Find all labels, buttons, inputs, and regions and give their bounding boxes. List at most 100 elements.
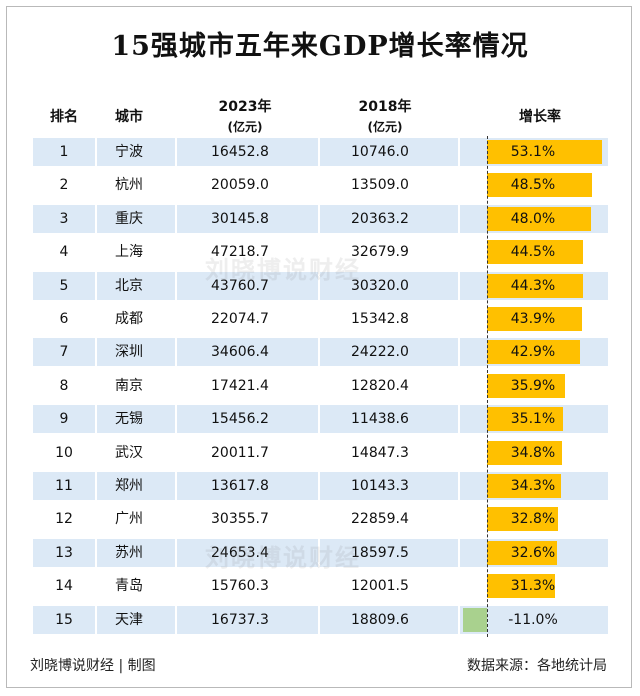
growth-label: 34.8%	[510, 444, 556, 461]
growth-label: 34.3%	[510, 478, 556, 494]
gdp-2023-cell: 20011.7	[211, 444, 269, 461]
header-rank: 排名	[33, 106, 95, 126]
gdp-2023-cell: 22074.7	[211, 311, 269, 327]
rank-cell: 6	[59, 311, 69, 327]
gdp-2023-cell: 43760.7	[211, 277, 269, 294]
footer-credit: 刘晓博说财经 | 制图	[30, 658, 156, 674]
growth-bar	[487, 173, 592, 198]
growth-bar	[487, 474, 562, 498]
watermark-upper: 刘晓博说财经	[205, 256, 361, 284]
column-separator	[458, 238, 460, 267]
growth-bar	[487, 574, 555, 599]
column-separator	[458, 271, 460, 300]
city-cell: 南京	[115, 377, 143, 394]
column-separator	[95, 605, 97, 634]
gdp-2023-cell: 16452.8	[211, 144, 269, 160]
header-city-label: 城市	[115, 109, 143, 125]
growth-label: 48.0%	[510, 210, 556, 227]
growth-label: 53.1%	[510, 144, 556, 160]
table-row: 14 青岛 15760.3 12001.5 31.3%	[33, 572, 608, 601]
gdp-2018-cell: 32679.9	[351, 244, 409, 261]
column-separator	[95, 271, 97, 300]
column-separator	[458, 204, 460, 233]
gdp-2018-cell: 11438.6	[351, 411, 409, 428]
table-row: 4 上海 47218.7 32679.9 44.5%	[33, 238, 608, 267]
column-separator	[175, 572, 177, 601]
rank-cell: 7	[59, 344, 69, 361]
table-row: 3 重庆 30145.8 20363.2 48.0%	[33, 204, 608, 233]
gdp-2018-cell: 24222.0	[351, 344, 409, 361]
rank-cell: 5	[59, 277, 69, 294]
rank-cell: 4	[59, 244, 69, 261]
column-separator	[95, 538, 97, 567]
column-separator	[458, 138, 460, 166]
column-separator	[458, 572, 460, 601]
gdp-2018-cell: 22859.4	[351, 511, 409, 528]
column-separator	[458, 171, 460, 200]
table-row: 15 天津 16737.3 18809.6 -11.0%	[33, 605, 608, 634]
rank-cell: 8	[59, 377, 69, 394]
growth-bar	[487, 307, 582, 331]
column-separator	[175, 505, 177, 534]
gdp-2018-cell: 30320.0	[351, 277, 409, 294]
column-separator	[95, 204, 97, 233]
table-row: 2 杭州 20059.0 13509.0 48.5%	[33, 171, 608, 200]
column-separator	[318, 371, 320, 400]
gdp-2018-cell: 18809.6	[351, 611, 409, 628]
table-row: 10 武汉 20011.7 14847.3 34.8%	[33, 438, 608, 467]
column-separator	[175, 238, 177, 267]
gdp-2023-cell: 13617.8	[211, 478, 269, 494]
chart-title: 15强城市五年来GDP增长率情况	[111, 31, 529, 62]
column-separator	[95, 572, 97, 601]
table-row: 12 广州 30355.7 22859.4 32.8%	[33, 505, 608, 534]
table-row: 6 成都 22074.7 15342.8 43.9%	[33, 305, 608, 333]
rank-cell: 14	[55, 578, 73, 595]
header-growth-label: 增长率	[519, 109, 561, 125]
column-separator	[175, 271, 177, 300]
column-separator	[458, 438, 460, 467]
rank-cell: 9	[59, 411, 69, 428]
growth-label: 44.5%	[510, 244, 556, 261]
column-separator	[458, 405, 460, 434]
table-row: 8 南京 17421.4 12820.4 35.9%	[33, 371, 608, 400]
column-separator	[95, 405, 97, 434]
column-separator	[175, 438, 177, 467]
table-row: 11 郑州 13617.8 10143.3 34.3%	[33, 472, 608, 500]
rank-cell: 1	[59, 144, 69, 160]
gdp-2018-cell: 10143.3	[351, 478, 409, 494]
gdp-2023-cell: 34606.4	[211, 344, 269, 361]
column-separator	[318, 171, 320, 200]
rank-cell: 3	[59, 210, 69, 227]
city-cell: 北京	[115, 277, 143, 294]
rank-cell: 2	[59, 177, 69, 194]
column-separator	[318, 438, 320, 467]
city-cell: 天津	[115, 611, 143, 628]
city-cell: 武汉	[115, 444, 143, 461]
gdp-2023-cell: 17421.4	[211, 377, 269, 394]
header-city: 城市	[115, 106, 155, 126]
column-separator	[458, 305, 460, 333]
growth-label: 32.8%	[510, 511, 556, 528]
column-separator	[318, 238, 320, 267]
column-separator	[95, 171, 97, 200]
gdp-2023-cell: 30355.7	[211, 511, 269, 528]
growth-label: 35.9%	[510, 377, 556, 394]
growth-bar	[487, 540, 558, 565]
column-separator	[175, 138, 177, 166]
city-cell: 重庆	[115, 210, 143, 227]
column-separator	[318, 472, 320, 500]
city-cell: 郑州	[115, 478, 143, 494]
column-separator	[95, 472, 97, 500]
gdp-2023-cell: 15760.3	[211, 578, 269, 595]
growth-label: 42.9%	[510, 344, 556, 361]
chart-frame	[6, 6, 632, 688]
column-separator	[175, 204, 177, 233]
gdp-2018-cell: 14847.3	[351, 444, 409, 461]
growth-label: 43.9%	[510, 311, 556, 327]
column-separator	[318, 505, 320, 534]
table-row: 5 北京 43760.7 30320.0 44.3%	[33, 271, 608, 300]
column-separator	[318, 204, 320, 233]
gdp-2023-cell: 16737.3	[211, 611, 269, 628]
growth-label: -11.0%	[508, 611, 558, 628]
column-separator	[95, 138, 97, 166]
